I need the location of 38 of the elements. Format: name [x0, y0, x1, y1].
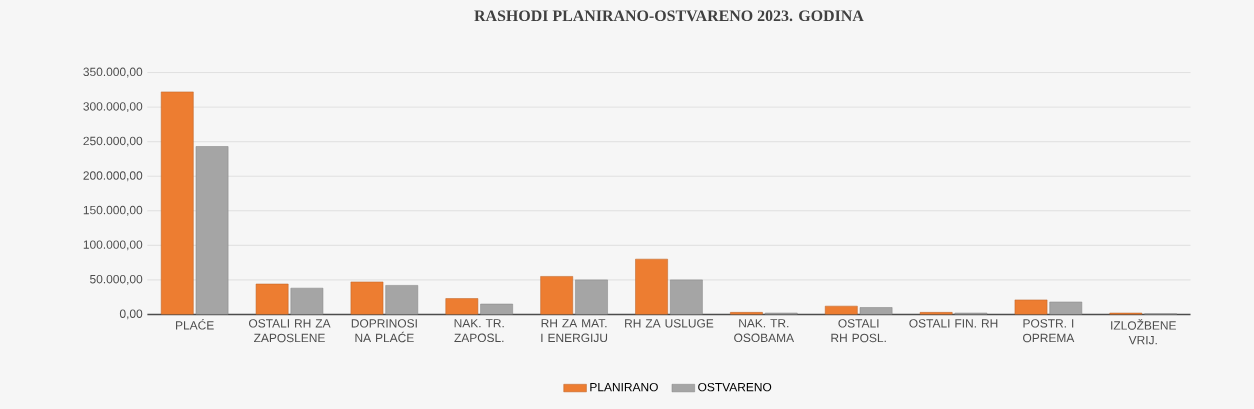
x-tick-label: IZLOŽBENE VRIJ. — [1111, 319, 1176, 345]
legend-label: OSTVARENO — [698, 382, 772, 392]
x-tick-label: OSTALI FIN. RH — [909, 319, 998, 328]
x-tick-label: POSTR. I OPREMA — [1023, 319, 1075, 343]
y-tick-label: 300.000,00 — [83, 102, 143, 113]
y-tick-label: 350.000,00 — [83, 67, 143, 78]
x-tick-label: RH ZA USLUGE — [625, 319, 714, 328]
bar — [195, 146, 229, 315]
chart-title: RASHODI PLANIRANO-OSTVARENO 2023. GODINA — [474, 10, 864, 22]
bar — [670, 279, 703, 315]
y-tick-label: 100.000,00 — [83, 240, 143, 251]
y-tick-label: 150.000,00 — [83, 205, 143, 216]
x-tick-label: OSTALI RH ZA ZAPOSLENE — [249, 319, 331, 343]
bar — [824, 305, 858, 315]
bar — [1014, 299, 1048, 315]
x-tick-label: RH ZA MAT. I ENERGIJU — [541, 319, 608, 343]
x-tick-label: PLAĆE — [176, 319, 214, 330]
bar — [385, 285, 419, 315]
bar — [575, 279, 608, 315]
y-tick-label: 200.000,00 — [83, 171, 143, 182]
bar — [635, 258, 668, 315]
x-tick-label: DOPRINOSI NA PLAĆE — [351, 319, 417, 343]
bar — [160, 91, 194, 315]
bar — [445, 298, 479, 315]
x-tick-label: NAK. TR. ZAPOSL. — [454, 319, 504, 343]
x-tick-label: OSTALI RH POSL. — [831, 319, 886, 343]
legend-label: PLANIRANO — [590, 382, 658, 392]
x-tick-label: NAK. TR. OSOBAMA — [734, 319, 795, 343]
y-tick-label: 50.000,00 — [90, 274, 143, 285]
bar — [859, 307, 893, 315]
bar — [255, 283, 289, 315]
bar — [1049, 301, 1083, 315]
y-tick-label: 250.000,00 — [83, 136, 143, 147]
bar — [540, 276, 574, 315]
y-tick-label: 0,00 — [119, 309, 143, 320]
bar — [480, 303, 513, 315]
bar — [290, 287, 324, 315]
bar — [350, 281, 384, 315]
